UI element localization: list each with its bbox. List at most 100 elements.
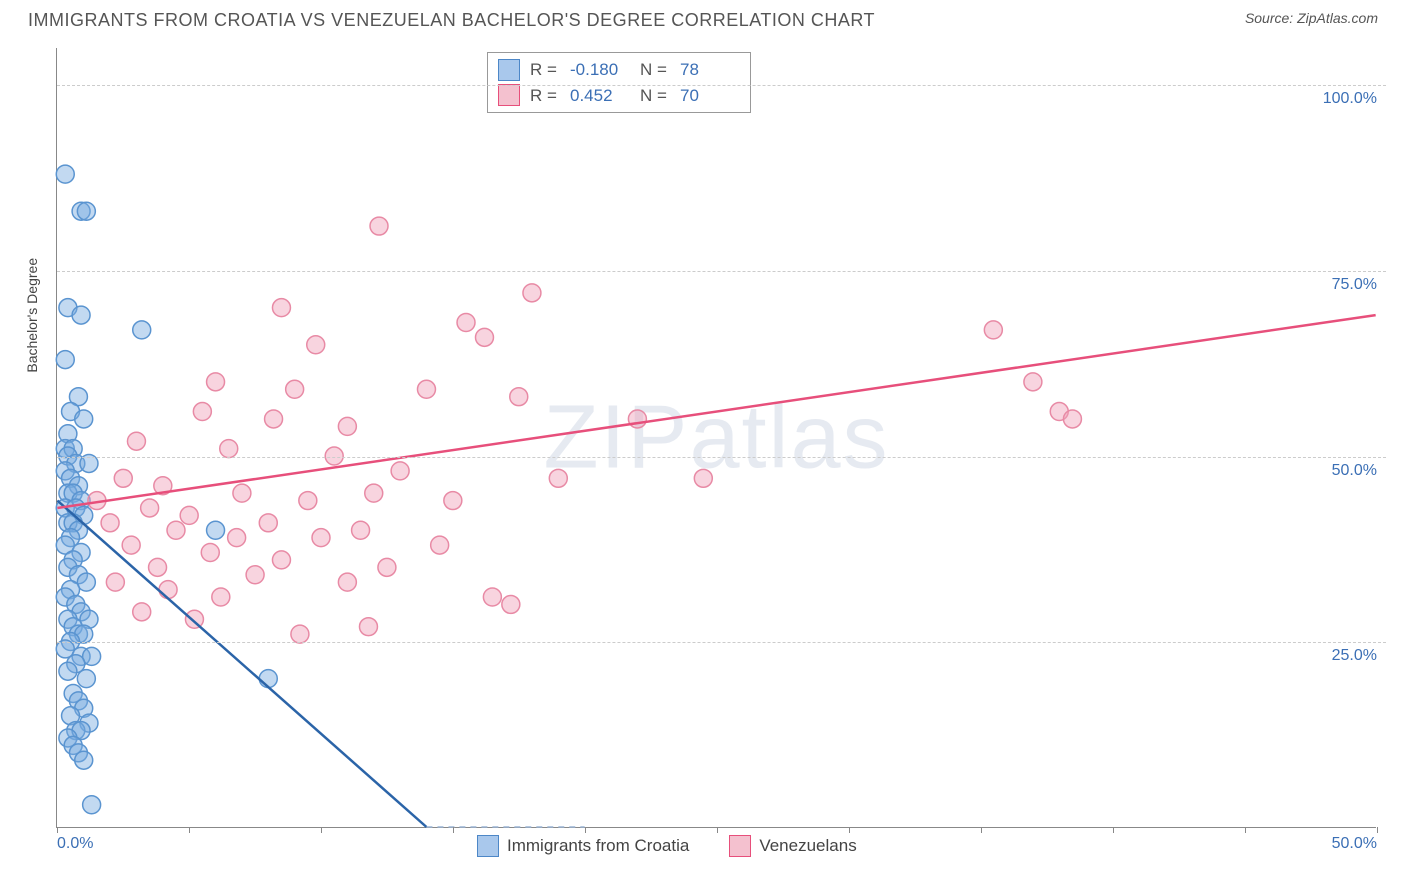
r-value: 0.452 (570, 83, 630, 109)
x-tick (585, 827, 586, 833)
x-tick (453, 827, 454, 833)
source-label: Source: ZipAtlas.com (1245, 10, 1378, 28)
grid-line (57, 85, 1386, 86)
data-point-venezuela (1063, 410, 1081, 428)
data-point-venezuela (502, 595, 520, 613)
n-value: 70 (680, 83, 740, 109)
data-point-croatia (207, 521, 225, 539)
legend-label: Immigrants from Croatia (507, 836, 689, 856)
data-point-venezuela (694, 469, 712, 487)
x-tick (981, 827, 982, 833)
x-tick (1245, 827, 1246, 833)
data-point-croatia (133, 321, 151, 339)
n-label: N = (640, 83, 670, 109)
data-point-croatia (75, 410, 93, 428)
legend-item: Venezuelans (729, 835, 856, 857)
legend-item: Immigrants from Croatia (477, 835, 689, 857)
data-point-venezuela (272, 551, 290, 569)
data-point-venezuela (122, 536, 140, 554)
data-point-venezuela (291, 625, 309, 643)
x-tick-label: 0.0% (57, 835, 93, 853)
data-point-venezuela (338, 573, 356, 591)
legend-swatch (729, 835, 751, 857)
x-tick (849, 827, 850, 833)
x-tick (1377, 827, 1378, 833)
data-point-venezuela (549, 469, 567, 487)
y-tick-label: 75.0% (1328, 276, 1381, 294)
legend-label: Venezuelans (759, 836, 856, 856)
data-point-venezuela (220, 440, 238, 458)
data-point-venezuela (483, 588, 501, 606)
data-point-venezuela (299, 492, 317, 510)
n-value: 78 (680, 57, 740, 83)
data-point-venezuela (431, 536, 449, 554)
data-point-croatia (56, 165, 74, 183)
data-point-venezuela (127, 432, 145, 450)
stats-legend-row: R = 0.452 N = 70 (498, 83, 740, 109)
data-point-croatia (75, 751, 93, 769)
x-tick (1113, 827, 1114, 833)
data-point-croatia (59, 662, 77, 680)
data-point-venezuela (457, 314, 475, 332)
data-point-venezuela (233, 484, 251, 502)
data-point-venezuela (159, 581, 177, 599)
data-point-croatia (77, 202, 95, 220)
data-point-venezuela (272, 299, 290, 317)
data-point-venezuela (378, 558, 396, 576)
data-point-croatia (72, 306, 90, 324)
data-point-venezuela (984, 321, 1002, 339)
bottom-legend: Immigrants from Croatia Venezuelans (477, 835, 857, 857)
data-point-venezuela (286, 380, 304, 398)
data-point-venezuela (141, 499, 159, 517)
data-point-venezuela (359, 618, 377, 636)
data-point-venezuela (106, 573, 124, 591)
data-point-croatia (77, 670, 95, 688)
data-point-venezuela (246, 566, 264, 584)
x-tick-label: 50.0% (1332, 835, 1377, 853)
n-label: N = (640, 57, 670, 83)
x-tick (717, 827, 718, 833)
r-label: R = (530, 83, 560, 109)
trend-line-croatia (57, 501, 426, 827)
data-point-venezuela (475, 328, 493, 346)
data-point-venezuela (133, 603, 151, 621)
grid-line (57, 457, 1386, 458)
data-point-venezuela (259, 514, 277, 532)
chart-svg (57, 48, 1376, 827)
r-label: R = (530, 57, 560, 83)
data-point-venezuela (391, 462, 409, 480)
data-point-venezuela (212, 588, 230, 606)
r-value: -0.180 (570, 57, 630, 83)
y-axis-label: Bachelor's Degree (24, 258, 40, 373)
data-point-venezuela (312, 529, 330, 547)
data-point-venezuela (1024, 373, 1042, 391)
x-tick (189, 827, 190, 833)
legend-swatch (477, 835, 499, 857)
legend-swatch (498, 84, 520, 106)
data-point-venezuela (207, 373, 225, 391)
data-point-croatia (83, 796, 101, 814)
data-point-venezuela (228, 529, 246, 547)
data-point-croatia (56, 351, 74, 369)
data-point-venezuela (510, 388, 528, 406)
grid-line (57, 271, 1386, 272)
data-point-venezuela (307, 336, 325, 354)
legend-swatch (498, 59, 520, 81)
data-point-venezuela (167, 521, 185, 539)
y-tick-label: 25.0% (1328, 647, 1381, 665)
y-tick-label: 100.0% (1319, 90, 1381, 108)
stats-legend-row: R = -0.180 N = 78 (498, 57, 740, 83)
data-point-croatia (259, 670, 277, 688)
data-point-venezuela (193, 403, 211, 421)
data-point-venezuela (365, 484, 383, 502)
plot-area: ZIPatlas R =-0.180N =78R =0.452N =70 Imm… (56, 48, 1376, 828)
data-point-venezuela (114, 469, 132, 487)
data-point-venezuela (101, 514, 119, 532)
trend-line-venezuela (57, 315, 1375, 508)
chart-title: IMMIGRANTS FROM CROATIA VS VENEZUELAN BA… (28, 10, 875, 31)
data-point-venezuela (352, 521, 370, 539)
data-point-venezuela (444, 492, 462, 510)
data-point-venezuela (417, 380, 435, 398)
data-point-venezuela (149, 558, 167, 576)
data-point-venezuela (523, 284, 541, 302)
